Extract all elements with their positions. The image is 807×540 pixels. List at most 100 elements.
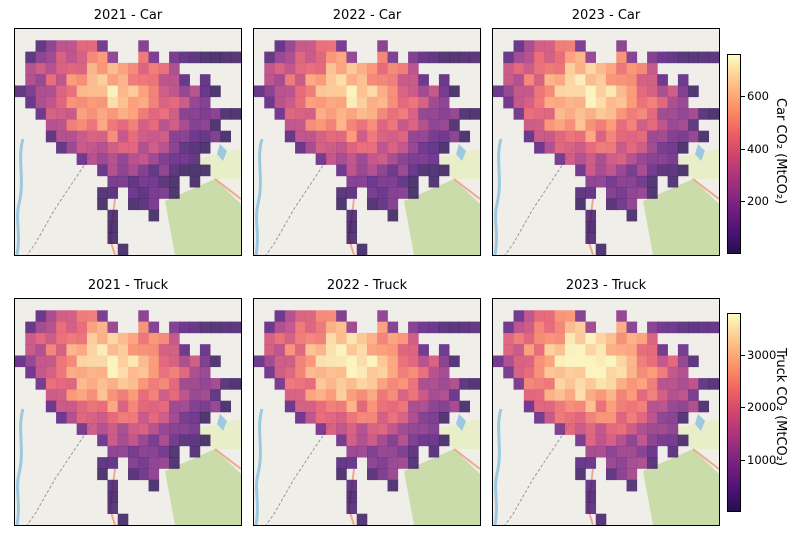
heatmap-cell: [523, 119, 535, 131]
heatmap-cell: [356, 142, 368, 154]
heatmap-cell: [35, 321, 47, 334]
heatmap-cell: [189, 321, 201, 334]
heatmap-cell: [408, 175, 419, 188]
heatmap-cell: [667, 142, 679, 154]
heatmap-cell: [616, 445, 627, 458]
heatmap-cell: [158, 164, 170, 177]
heatmap-cell: [336, 198, 347, 211]
heatmap-cell: [336, 310, 347, 322]
heatmap-cell: [305, 142, 316, 154]
heatmap-cell: [418, 74, 429, 86]
heatmap-cell: [315, 62, 327, 75]
heatmap-cell: [97, 40, 108, 52]
heatmap-cell: [667, 400, 679, 413]
heatmap-cell: [513, 40, 525, 52]
heatmap-cell: [575, 366, 586, 379]
heatmap-cell: [56, 412, 67, 424]
heatmap-cell: [274, 96, 286, 109]
heatmap-cell: [138, 108, 149, 120]
heatmap-cell: [210, 389, 221, 401]
heatmap-cell: [626, 51, 638, 64]
heatmap-cell: [554, 423, 566, 435]
heatmap-cell: [356, 423, 368, 435]
heatmap-cell: [554, 310, 566, 322]
heatmap-cell: [56, 321, 67, 334]
heatmap-cell: [169, 378, 180, 390]
heatmap-cell: [305, 62, 316, 75]
heatmap-cell: [117, 344, 129, 356]
heatmap-cell: [616, 130, 627, 143]
heatmap-cell: [148, 445, 160, 458]
heatmap-cell: [356, 175, 368, 188]
heatmap-cell: [199, 321, 211, 334]
heatmap-cell: [274, 378, 286, 390]
heatmap-cell: [117, 332, 129, 345]
heatmap-cell: [564, 389, 576, 401]
heatmap-cell: [66, 378, 77, 390]
heatmap-cell: [513, 332, 525, 345]
heatmap-cell: [315, 142, 327, 154]
heatmap-cell: [169, 355, 180, 368]
heatmap-cell: [254, 85, 265, 98]
road-line: [692, 178, 719, 200]
heatmap-cell: [616, 40, 627, 52]
heatmap-cell: [315, 130, 327, 143]
heatmap-cell: [107, 74, 119, 86]
heatmap-cell: [438, 434, 450, 447]
heatmap-cell: [657, 119, 668, 131]
heatmap-cell: [585, 209, 597, 222]
heatmap-cell: [667, 434, 679, 447]
heatmap-cell: [585, 153, 597, 165]
heatmap-cell: [66, 332, 77, 345]
heatmap-cell: [179, 344, 190, 356]
heatmap-cell: [438, 378, 450, 390]
heatmap-cell: [595, 412, 607, 424]
heatmap-cell: [264, 332, 275, 345]
heatmap-cell: [564, 332, 576, 345]
heatmap-cell: [117, 366, 129, 379]
heatmap-cell: [606, 187, 617, 199]
heatmap-cell: [657, 400, 668, 413]
heatmap-cell: [45, 85, 57, 98]
heatmap-cell: [575, 153, 586, 165]
heatmap-cell: [148, 85, 160, 98]
heatmap-cell: [305, 366, 316, 379]
heatmap-cell: [575, 164, 586, 177]
heatmap-cell: [107, 423, 119, 435]
heatmap-cell: [575, 62, 586, 75]
heatmap-cell: [544, 389, 555, 401]
heatmap-cell: [544, 310, 555, 322]
heatmap-cell: [438, 412, 450, 424]
heatmap-cell: [387, 344, 399, 356]
heatmap-cell: [138, 400, 149, 413]
heatmap-cell: [56, 96, 67, 109]
heatmap-cell: [76, 40, 88, 52]
heatmap-cell: [677, 389, 689, 401]
heatmap-cell: [158, 130, 170, 143]
heatmap-cell: [585, 85, 597, 98]
heatmap-cell: [636, 344, 648, 356]
heatmap-cell: [56, 74, 67, 86]
heatmap-cell: [408, 412, 419, 424]
heatmap-cell: [595, 74, 607, 86]
heatmap-cell: [295, 378, 306, 390]
heatmap-cell: [346, 344, 358, 356]
heatmap-cell: [356, 513, 368, 525]
heatmap-cell: [138, 389, 149, 401]
heatmap-cell: [636, 153, 648, 165]
heatmap-cell: [66, 389, 77, 401]
heatmap-cell: [336, 423, 347, 435]
heatmap-cell: [336, 389, 347, 401]
heatmap-cell: [346, 423, 358, 435]
heatmap-cell: [284, 400, 296, 413]
heatmap-cell: [688, 355, 699, 368]
road-line: [214, 448, 241, 470]
heatmap-cell: [56, 142, 67, 154]
heatmap-cell: [657, 355, 668, 368]
heatmap-cell: [387, 62, 399, 75]
heatmap-cell: [585, 187, 597, 199]
heatmap-cell: [295, 366, 306, 379]
heatmap-cell: [523, 378, 535, 390]
heatmap-cell: [595, 434, 607, 447]
heatmap-cell: [408, 332, 419, 345]
